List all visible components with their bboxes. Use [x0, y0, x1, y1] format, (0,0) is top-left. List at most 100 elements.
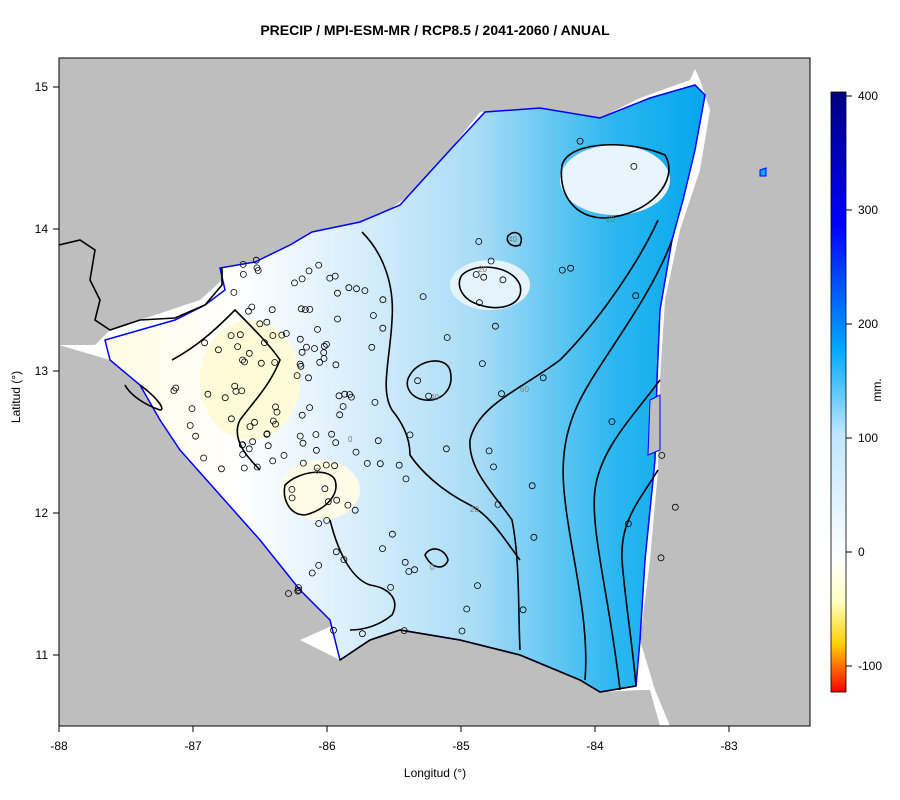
station-marker	[339, 403, 347, 410]
station-marker	[278, 331, 286, 339]
station-marker	[332, 548, 340, 556]
station-marker	[411, 566, 419, 574]
x-axis: -88 -87 -86 -85 -84 -83	[50, 726, 738, 753]
station-marker	[296, 360, 304, 368]
station-marker	[239, 451, 247, 458]
x-tick-label: -84	[586, 739, 604, 753]
station-marker	[227, 415, 235, 423]
station-markers	[170, 137, 679, 638]
station-marker	[625, 520, 632, 528]
station-marker	[192, 432, 200, 440]
station-marker	[297, 305, 305, 313]
colorbar-scale	[830, 91, 847, 693]
station-marker	[331, 462, 339, 470]
contours	[124, 143, 673, 691]
land-east	[640, 58, 810, 726]
station-marker	[272, 403, 279, 411]
station-marker	[539, 374, 547, 382]
contour-label: 0	[348, 435, 353, 444]
station-marker	[232, 387, 240, 395]
station-marker	[239, 270, 247, 278]
station-marker	[186, 422, 194, 429]
station-marker	[326, 274, 334, 282]
station-marker	[230, 288, 238, 296]
station-marker	[295, 584, 302, 591]
station-marker	[269, 417, 277, 425]
station-marker	[567, 264, 574, 272]
station-marker	[253, 463, 261, 471]
station-marker	[528, 482, 536, 490]
station-marker	[200, 454, 208, 462]
station-marker	[217, 465, 225, 473]
station-marker	[231, 382, 239, 390]
station-marker	[238, 441, 246, 449]
lagoon	[647, 394, 661, 456]
contour-line	[621, 469, 659, 687]
station-marker	[323, 517, 331, 524]
station-marker	[475, 238, 483, 245]
station-marker	[414, 377, 422, 385]
station-marker	[442, 445, 450, 453]
station-marker	[323, 340, 330, 348]
station-marker	[269, 457, 277, 465]
station-marker	[303, 343, 310, 351]
contour-line	[329, 519, 396, 631]
contour-line	[593, 379, 661, 691]
x-tick-label: -87	[184, 739, 202, 753]
colorbar-tick: 400	[858, 89, 878, 103]
station-marker	[387, 584, 395, 591]
station-marker	[257, 359, 265, 367]
field-highlight	[450, 260, 530, 310]
colorbar-tick: -100	[858, 659, 882, 673]
y-tick-label: 12	[35, 506, 49, 520]
station-marker	[341, 390, 349, 398]
station-marker	[264, 442, 272, 450]
station-marker	[312, 431, 320, 438]
station-marker	[298, 348, 306, 356]
land-north	[59, 58, 700, 345]
station-marker	[368, 343, 376, 351]
contour-label: 20	[478, 265, 487, 274]
station-marker	[315, 520, 323, 527]
station-marker	[315, 261, 323, 269]
y-axis: 11 12 13 14 15	[35, 80, 59, 662]
border-line	[339, 629, 637, 693]
station-marker	[252, 256, 260, 264]
field-highlight	[560, 145, 670, 215]
plot-frame	[58, 57, 811, 727]
station-marker	[312, 446, 320, 454]
station-marker	[530, 533, 538, 541]
station-marker	[298, 411, 306, 419]
station-marker	[657, 554, 665, 562]
station-marker	[400, 627, 408, 634]
colorbar: 400 300 200 100 0 -100	[830, 89, 882, 693]
station-marker	[630, 162, 638, 170]
contour-line	[124, 384, 163, 411]
station-marker	[632, 292, 640, 300]
station-marker	[256, 320, 264, 328]
y-axis-label: Latitud (°)	[9, 370, 23, 424]
station-marker	[221, 394, 229, 402]
station-marker	[316, 358, 324, 366]
station-marker	[314, 325, 321, 333]
island	[759, 167, 767, 177]
station-marker	[260, 339, 268, 347]
station-marker	[170, 387, 178, 395]
station-marker	[299, 459, 307, 467]
contour-line	[361, 231, 521, 561]
station-marker	[306, 305, 314, 313]
station-marker	[214, 346, 222, 354]
contour-line	[506, 231, 523, 247]
contour-line	[469, 219, 659, 651]
y-tick-label: 13	[35, 364, 49, 378]
station-marker	[241, 358, 248, 366]
station-marker	[330, 626, 337, 634]
station-marker	[280, 451, 288, 459]
station-marker	[491, 322, 499, 330]
station-marker	[336, 411, 344, 419]
station-marker	[334, 289, 341, 297]
station-marker	[443, 334, 451, 341]
station-marker	[320, 355, 328, 362]
station-marker	[308, 569, 316, 577]
